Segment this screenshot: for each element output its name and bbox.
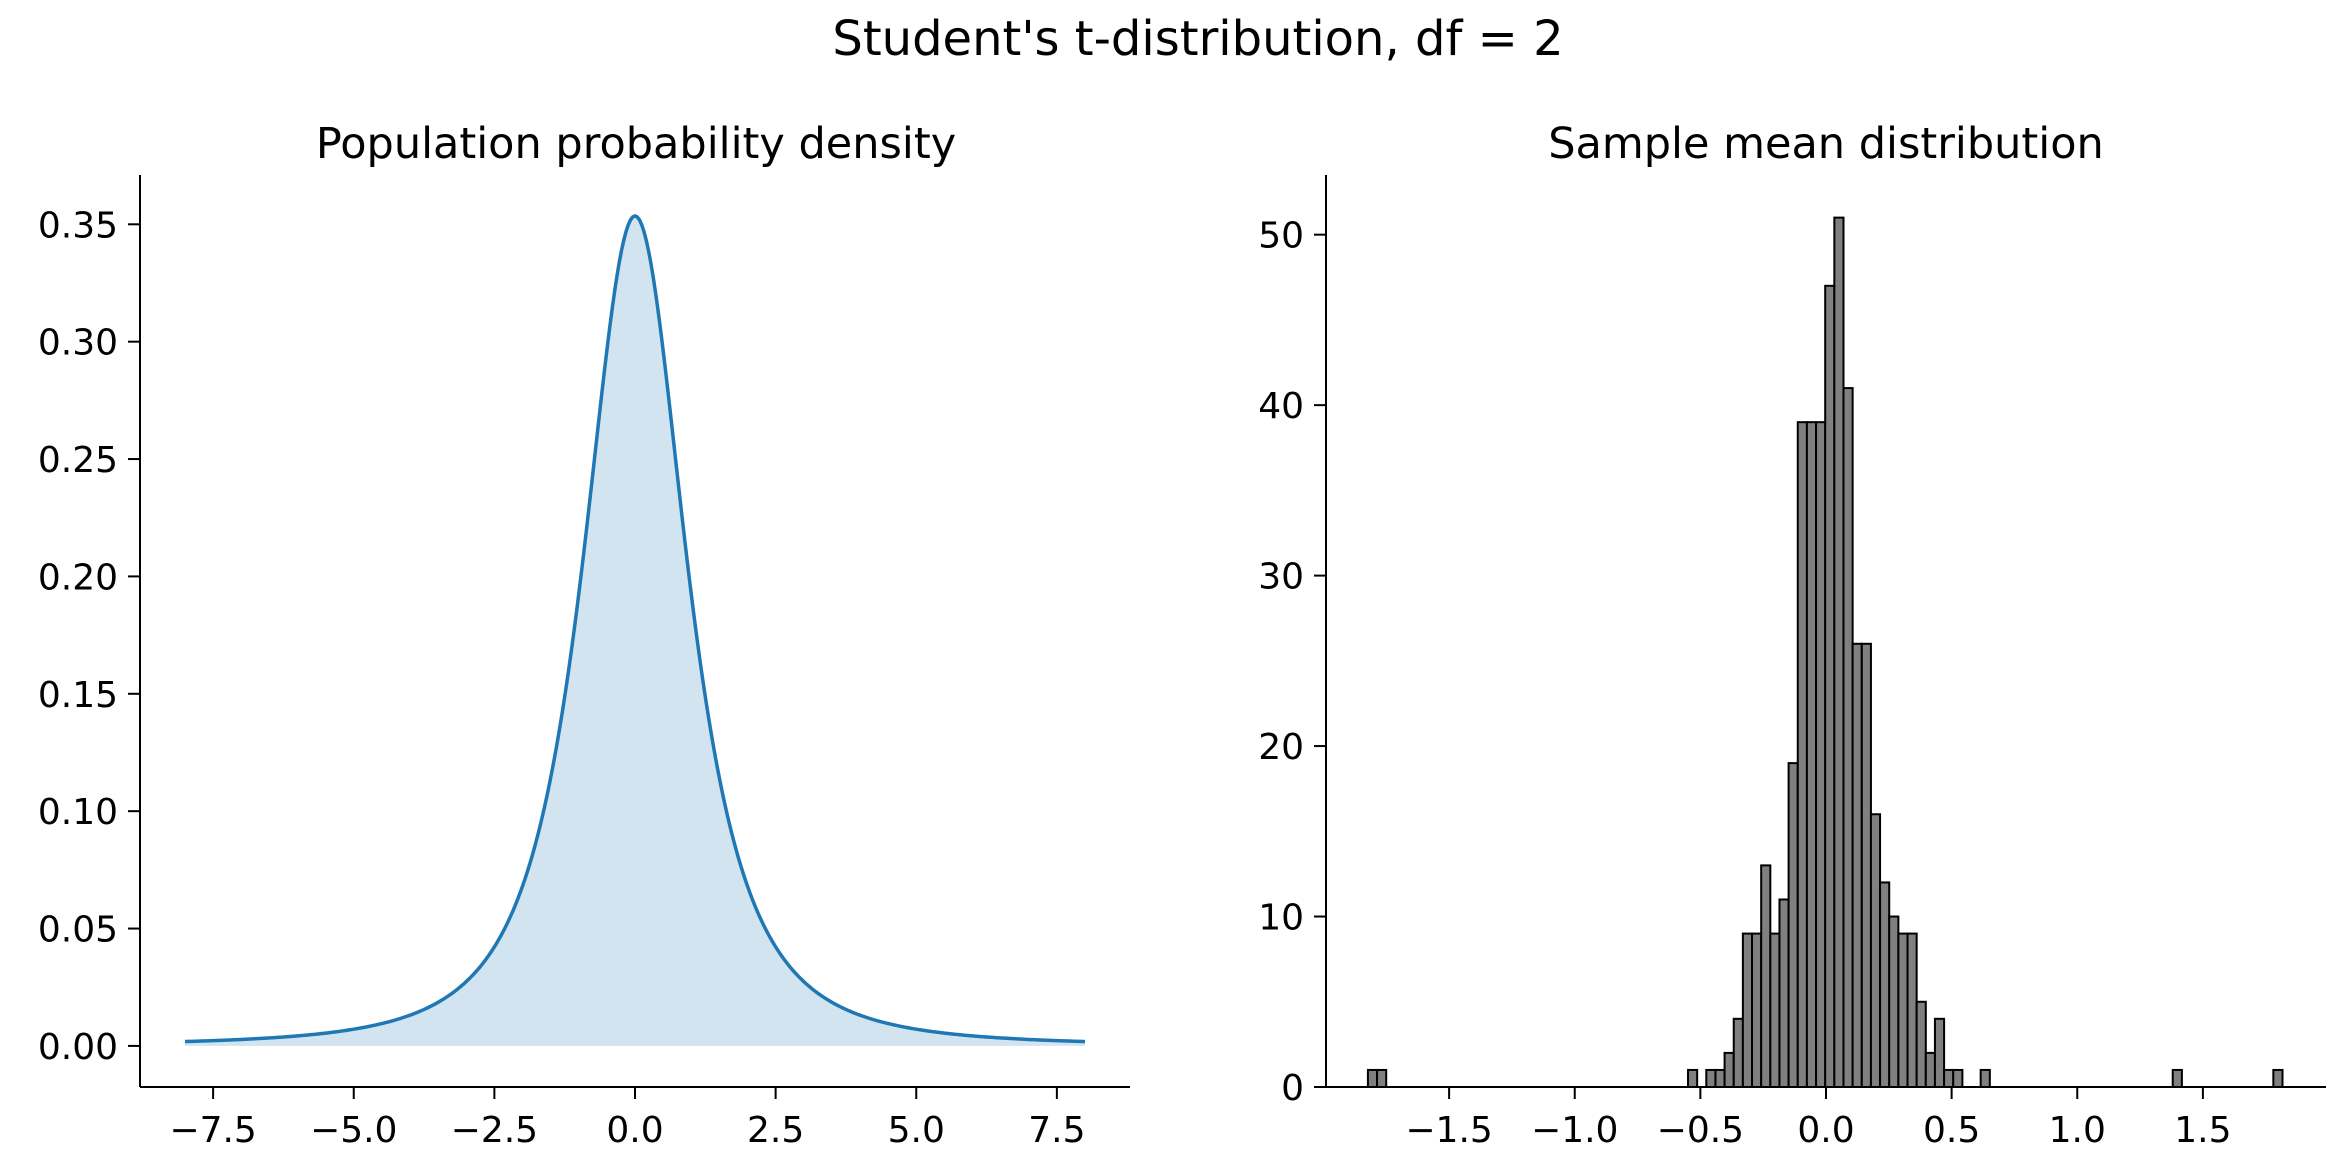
histogram-bar <box>1769 932 1781 1089</box>
histogram-bar <box>1805 421 1818 1088</box>
histogram-bar <box>1732 1017 1744 1088</box>
y-tick-label: 10 <box>1258 898 1304 939</box>
y-tick-label: 0.30 <box>38 323 118 364</box>
histogram-bar <box>1824 284 1836 1088</box>
histogram-bar <box>1714 1068 1726 1088</box>
y-tick-label: 0.35 <box>38 205 118 246</box>
histogram-bar <box>1366 1068 1379 1088</box>
x-tick-label: −2.5 <box>451 1110 538 1151</box>
histogram-bar <box>1376 1068 1388 1088</box>
x-tick-label: −1.5 <box>1405 1110 1492 1151</box>
sample-mean-panel: Sample mean distribution 0 10 20 30 40 50 −1.… <box>1258 119 2326 1151</box>
histogram-bar <box>1851 642 1863 1088</box>
histogram-bar <box>1796 421 1808 1088</box>
histogram-bar <box>1897 932 1909 1089</box>
population-density-y-axis: 0.00 0.05 0.10 0.15 0.20 0.25 0.30 0.35 <box>38 205 140 1068</box>
y-tick-label: 0.10 <box>38 792 118 833</box>
sample-mean-x-axis: −1.5 −1.0 −0.5 0.0 0.5 1.0 1.5 <box>1405 1087 2232 1151</box>
histogram-bar <box>1952 1068 1964 1088</box>
x-tick-label: −0.5 <box>1657 1110 1744 1151</box>
x-tick-label: 0.0 <box>1797 1110 1854 1151</box>
figure-suptitle: Student's t-distribution, df = 2 <box>832 11 1563 67</box>
density-curve <box>184 214 1086 1044</box>
x-tick-label: 7.5 <box>1028 1110 1085 1151</box>
y-tick-label: 0 <box>1281 1068 1304 1109</box>
histogram-bar <box>1842 387 1854 1088</box>
density-fill-area <box>185 215 1085 1046</box>
histogram-bar <box>1869 813 1882 1088</box>
histogram-bar <box>1924 1051 1936 1089</box>
population-density-panel: Population probability density 0.000.050… <box>38 119 1130 1151</box>
population-density-x-axis: −7.5 −5.0 −2.5 0.0 2.5 5.0 7.5 <box>169 1087 1086 1151</box>
histogram-bar <box>2272 1068 2284 1088</box>
x-tick-label: 0.0 <box>606 1110 663 1151</box>
x-tick-label: 1.0 <box>2049 1110 2106 1151</box>
x-tick-label: 0.5 <box>1923 1110 1980 1151</box>
histogram-bar <box>1705 1068 1717 1088</box>
y-tick-label: 30 <box>1258 557 1304 598</box>
histogram-bar <box>1760 864 1772 1089</box>
x-tick-label: −7.5 <box>169 1110 256 1151</box>
x-tick-label: 5.0 <box>888 1110 945 1151</box>
histogram-bar <box>2171 1068 2183 1088</box>
y-tick-label: 0.05 <box>38 910 118 951</box>
x-tick-label: −5.0 <box>310 1110 397 1151</box>
x-tick-label: −1.0 <box>1531 1110 1618 1151</box>
population-density-title: Population probability density <box>316 119 956 169</box>
x-tick-label: 2.5 <box>747 1110 804 1151</box>
histogram-bar <box>1741 932 1754 1089</box>
histogram-bar <box>1833 216 1845 1088</box>
histogram-bar <box>1879 881 1891 1088</box>
histogram-bar <box>1979 1068 1991 1088</box>
y-tick-label: 0.25 <box>38 440 118 481</box>
histogram-bar <box>1815 421 1827 1088</box>
histogram-bar <box>1778 898 1790 1088</box>
histogram-bar <box>1943 1068 1955 1088</box>
y-tick-label: 40 <box>1258 386 1304 427</box>
sample-mean-histogram <box>1325 175 2326 1089</box>
histogram-bar <box>1933 1017 1946 1088</box>
x-tick-label: 1.5 <box>2174 1110 2231 1151</box>
histogram-bar <box>1915 1000 1927 1089</box>
histogram-bar <box>1860 642 1872 1088</box>
y-tick-label: 0.15 <box>38 675 118 716</box>
histogram-bar <box>1723 1051 1735 1089</box>
y-tick-label: 0.00 <box>38 1027 118 1068</box>
y-tick-label: 20 <box>1258 727 1304 768</box>
population-density-plot <box>139 175 1130 1088</box>
sample-mean-y-axis: 0 10 20 30 40 50 <box>1258 216 1326 1109</box>
histogram-bar <box>1888 915 1900 1089</box>
y-tick-label: 0.20 <box>38 557 118 598</box>
sample-mean-title: Sample mean distribution <box>1548 119 2104 169</box>
histogram-bar <box>1787 762 1799 1088</box>
y-tick-label: 50 <box>1258 216 1304 257</box>
histogram-bar <box>1751 932 1763 1089</box>
histogram-bar <box>1687 1068 1699 1088</box>
histogram-bar <box>1906 932 1918 1089</box>
